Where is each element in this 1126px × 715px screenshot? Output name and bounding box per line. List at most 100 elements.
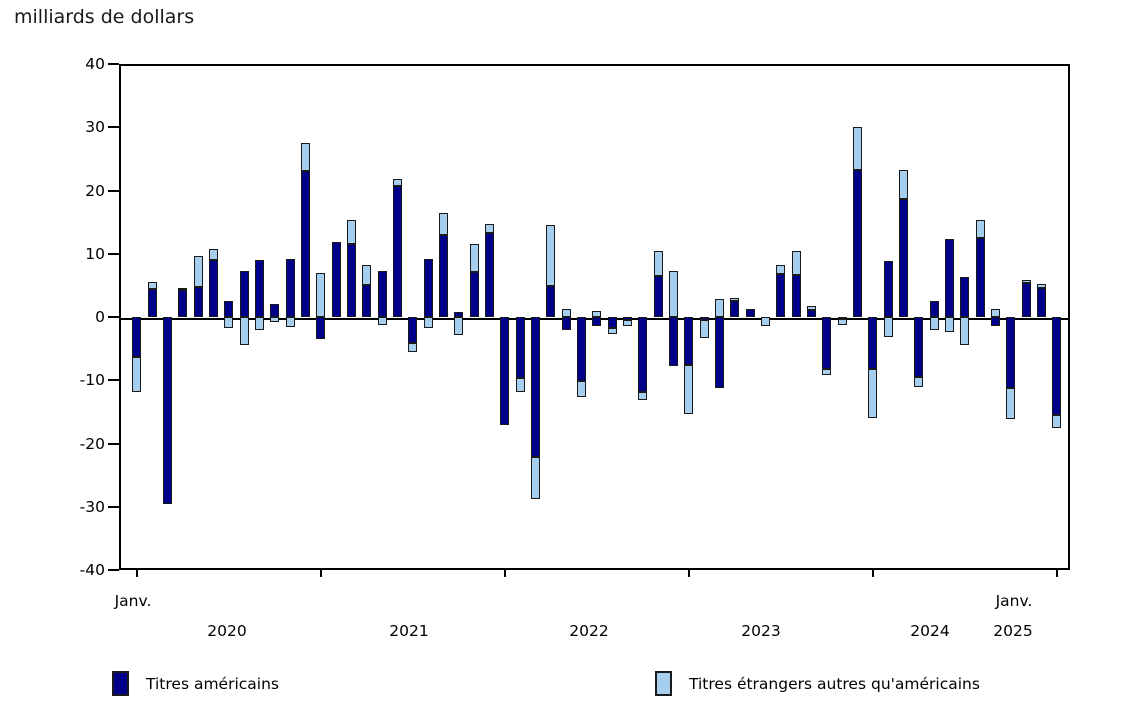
bar-foreign-segment	[392, 179, 402, 187]
bar-us-segment	[162, 317, 172, 504]
x-year-label: 2022	[569, 622, 609, 640]
bar-us-segment	[270, 303, 280, 317]
bar-us-segment	[208, 260, 218, 317]
bar-foreign-segment	[132, 356, 142, 392]
bar-foreign-segment	[868, 369, 878, 418]
bar-foreign-segment	[454, 317, 464, 336]
bar-foreign-segment	[607, 327, 617, 335]
bar-us-segment	[883, 260, 893, 317]
bar-us-segment	[530, 317, 540, 458]
bar-foreign-segment	[791, 251, 801, 276]
bar-us-segment	[561, 317, 571, 331]
x-last-month-label: Janv.	[995, 592, 1033, 610]
bar-us-segment	[300, 170, 310, 317]
y-tick-mark	[108, 252, 119, 255]
bar-foreign-segment	[668, 271, 678, 317]
bar-foreign-segment	[254, 317, 264, 331]
bar-us-segment	[576, 317, 586, 381]
bar-us-segment	[484, 232, 494, 317]
y-tick-mark	[108, 189, 119, 192]
bar-foreign-segment	[438, 212, 448, 236]
bar-foreign-segment	[576, 380, 586, 397]
bar-foreign-segment	[316, 273, 326, 317]
bar-us-segment	[132, 317, 142, 357]
bar-us-segment	[1006, 317, 1016, 389]
bar-foreign-segment	[990, 309, 1000, 317]
bar-foreign-segment	[530, 457, 540, 500]
bar-us-segment	[224, 300, 234, 317]
bar-foreign-segment	[822, 368, 832, 376]
bar-us-segment	[806, 310, 816, 317]
bar-us-segment	[852, 169, 862, 317]
bar-us-segment	[638, 317, 648, 393]
bar-foreign-segment	[806, 305, 816, 311]
legend-swatch-foreign	[655, 671, 672, 696]
x-tick-mark	[1055, 570, 1058, 577]
bar-us-segment	[699, 317, 709, 321]
bar-foreign-segment	[362, 265, 372, 286]
y-tick-label: -30	[79, 497, 105, 516]
bar-foreign-segment	[1052, 415, 1062, 429]
bar-us-segment	[316, 317, 326, 340]
bar-foreign-segment	[561, 308, 571, 317]
y-tick-mark	[108, 126, 119, 129]
y-tick-mark	[108, 505, 119, 508]
bar-foreign-segment	[929, 317, 939, 331]
bar-us-segment	[653, 275, 663, 317]
bar-us-segment	[668, 317, 678, 367]
bar-us-segment	[438, 235, 448, 317]
x-tick-mark	[503, 570, 506, 577]
legend-label-us: Titres américains	[146, 675, 279, 693]
bar-us-segment	[178, 290, 188, 317]
bar-us-segment	[791, 275, 801, 317]
bar-foreign-segment	[423, 317, 433, 328]
bar-foreign-segment	[714, 299, 724, 317]
bar-foreign-segment	[300, 143, 310, 171]
bar-foreign-segment	[622, 320, 632, 327]
y-tick-label: -10	[79, 371, 105, 390]
y-tick-mark	[108, 316, 119, 318]
y-tick-label: 40	[85, 55, 105, 73]
bar-foreign-segment	[653, 250, 663, 276]
bar-foreign-segment	[638, 392, 648, 400]
bar-us-segment	[929, 301, 939, 317]
bar-us-segment	[745, 308, 755, 317]
x-year-label: 2021	[389, 622, 429, 640]
bar-us-segment	[331, 242, 341, 317]
bar-us-segment	[392, 186, 402, 317]
bar-foreign-segment	[1036, 284, 1046, 288]
bar-us-segment	[193, 287, 203, 317]
bar-foreign-segment	[239, 317, 249, 345]
bar-foreign-segment	[960, 317, 970, 346]
x-year-label: 2023	[741, 622, 781, 640]
bar-us-segment	[990, 317, 1000, 327]
bar-us-segment	[346, 243, 356, 317]
y-tick-label: -20	[79, 434, 105, 453]
bar-foreign-segment	[898, 169, 908, 199]
bar-foreign-segment	[914, 377, 924, 388]
bar-foreign-segment	[270, 317, 280, 323]
bar-us-segment	[239, 270, 249, 317]
x-tick-mark	[687, 570, 690, 577]
y-tick-mark	[108, 569, 119, 571]
bar-foreign-segment	[1006, 388, 1016, 419]
bar-us-segment	[914, 317, 924, 378]
y-tick-label: 30	[85, 118, 105, 137]
bar-us-segment	[500, 317, 510, 426]
bar-us-segment	[1021, 282, 1031, 317]
x-last-year-label: 2025	[993, 622, 1033, 640]
bar-us-segment	[730, 301, 740, 317]
bar-us-segment	[837, 317, 847, 319]
bar-foreign-segment	[852, 127, 862, 170]
bar-foreign-segment	[408, 342, 418, 352]
bar-foreign-segment	[224, 317, 234, 329]
bar-us-segment	[960, 277, 970, 317]
bar-us-segment	[1052, 317, 1062, 416]
y-tick-label: 20	[85, 181, 105, 200]
bar-us-segment	[454, 311, 464, 317]
chart-unit-title: milliards de dollars	[14, 6, 195, 28]
bar-us-segment	[944, 238, 954, 317]
bar-foreign-segment	[208, 248, 218, 261]
y-tick-label: 0	[95, 308, 105, 326]
